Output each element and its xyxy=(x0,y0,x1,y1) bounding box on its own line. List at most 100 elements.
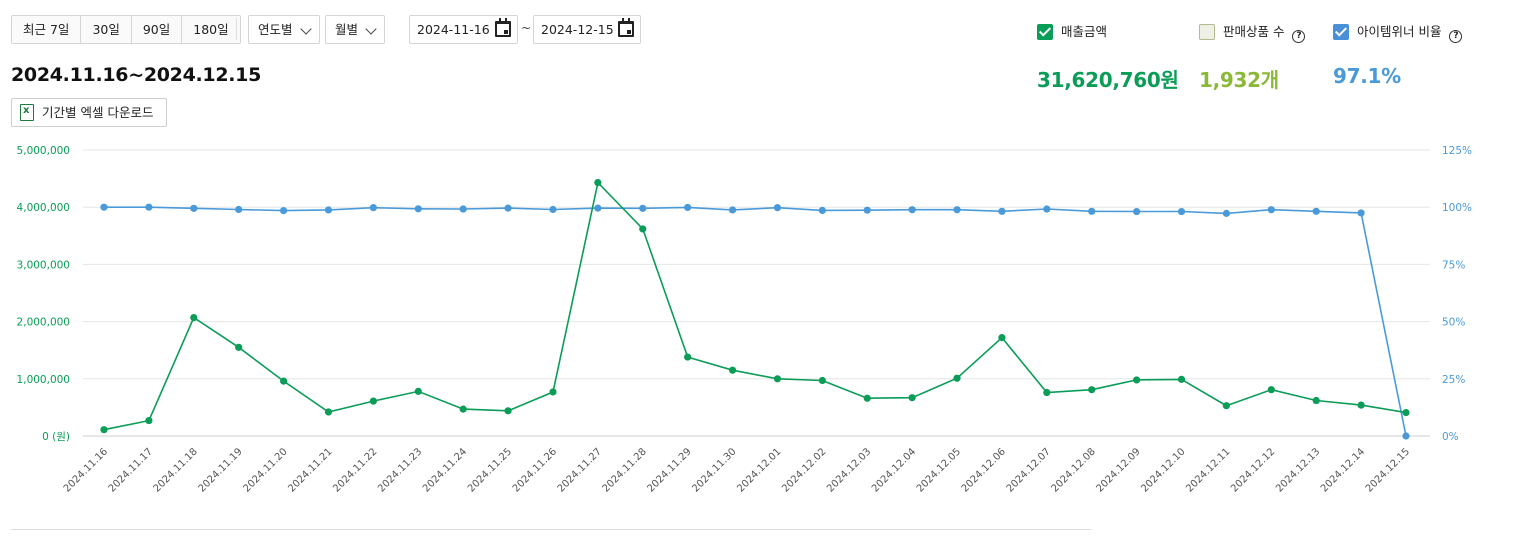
data-point-ratio xyxy=(1357,209,1365,217)
data-point-ratio xyxy=(1267,206,1275,214)
period-button-group: 최근 7일 30일 90일 180일 xyxy=(11,15,241,44)
start-date-input[interactable]: 2024-11-16 xyxy=(409,15,518,44)
x-tick-label: 2024.11.29 xyxy=(646,446,694,494)
y-left-tick-label: 4,000,000 xyxy=(17,202,70,214)
data-point-sales xyxy=(279,377,288,385)
data-point-ratio xyxy=(728,206,737,214)
checkbox-unchecked-icon[interactable] xyxy=(1199,24,1215,40)
month-select[interactable]: 월별 xyxy=(325,15,385,44)
data-point-sales xyxy=(594,179,602,187)
excel-download-button[interactable]: 기간별 엑셀 다운로드 xyxy=(11,98,167,127)
x-tick-label: 2024.11.19 xyxy=(197,446,245,494)
data-point-sales xyxy=(1402,408,1410,417)
checkbox-checked-icon[interactable] xyxy=(1037,24,1053,40)
data-point-sales xyxy=(818,376,826,385)
x-tick-label: 2024.11.21 xyxy=(286,446,334,494)
year-select[interactable]: 연도별 xyxy=(248,15,320,44)
date-separator: ~ xyxy=(521,21,532,35)
x-tick-label: 2024.12.04 xyxy=(870,446,918,494)
calendar-icon[interactable] xyxy=(618,18,634,37)
data-point-sales xyxy=(414,387,422,395)
data-point-ratio xyxy=(1043,205,1051,213)
data-point-ratio xyxy=(953,206,961,214)
x-tick-label: 2024.12.11 xyxy=(1184,446,1232,494)
data-point-sales xyxy=(1267,386,1275,394)
x-tick-label: 2024.12.14 xyxy=(1319,446,1367,494)
chevron-down-icon xyxy=(300,23,312,35)
start-date-value: 2024-11-16 xyxy=(417,22,490,37)
period-180days-button[interactable]: 180일 xyxy=(182,16,240,43)
x-tick-label: 2024.11.22 xyxy=(331,446,379,494)
period-90days-button[interactable]: 90일 xyxy=(131,16,183,43)
toolbar-divider xyxy=(236,18,237,40)
data-point-sales xyxy=(1222,402,1231,410)
data-point-ratio xyxy=(908,206,916,214)
data-point-sales xyxy=(1133,376,1141,384)
data-point-ratio xyxy=(863,206,871,214)
calendar-icon[interactable] xyxy=(495,18,511,37)
data-point-ratio xyxy=(414,205,422,213)
data-point-sales xyxy=(324,408,333,416)
x-tick-label: 2024.12.09 xyxy=(1094,446,1142,494)
data-point-sales xyxy=(863,394,871,402)
help-icon[interactable]: ? xyxy=(1292,30,1306,43)
data-point-ratio xyxy=(235,205,243,214)
y-right-tick-label: 25% xyxy=(1442,374,1465,386)
data-point-sales xyxy=(100,426,108,434)
legend-label-sales: 매출금액 xyxy=(1061,24,1108,39)
data-point-sales xyxy=(369,397,377,405)
period-7days-button[interactable]: 최근 7일 xyxy=(12,16,82,43)
legend-label-qty: 판매상품 수 xyxy=(1223,24,1285,39)
sales-line-chart: 0 (원) 0% 1,000,000 25% 2,000,000 50% 3,000,000… xyxy=(17,145,1472,495)
x-tick-label: 2024.11.30 xyxy=(690,446,738,494)
x-tick-label: 2024.11.28 xyxy=(601,446,649,494)
x-tick-label: 2024.12.05 xyxy=(915,446,963,494)
data-point-sales xyxy=(1088,386,1096,394)
data-point-sales xyxy=(728,366,737,374)
x-tick-label: 2024.11.26 xyxy=(511,446,559,494)
y-left-tick-label: 5,000,000 xyxy=(17,145,70,157)
y-right-tick-label: 100% xyxy=(1442,202,1472,214)
data-point-ratio xyxy=(1402,432,1410,440)
data-point-sales xyxy=(1357,401,1365,409)
data-point-ratio xyxy=(279,207,288,215)
checkbox-checked-icon[interactable] xyxy=(1333,24,1349,40)
y-left-tick-label: 1,000,000 xyxy=(17,374,70,386)
data-point-sales xyxy=(908,394,916,402)
y-left-tick-label: 0 (원) xyxy=(42,431,70,443)
year-select-label: 연도별 xyxy=(258,22,293,37)
data-point-sales xyxy=(1177,375,1186,383)
legend-toggle-sales[interactable]: 매출금액 xyxy=(1037,23,1107,41)
legend-toggle-qty[interactable]: 판매상품 수 ? xyxy=(1199,23,1306,43)
data-point-ratio xyxy=(998,207,1006,215)
y-left-tick-label: 2,000,000 xyxy=(17,317,70,329)
data-point-ratio xyxy=(594,204,602,212)
period-30days-button[interactable]: 30일 xyxy=(81,16,132,43)
x-tick-label: 2024.11.25 xyxy=(466,446,514,494)
legend-label-ratio: 아이템위너 비율 xyxy=(1357,24,1442,39)
excel-download-label: 기간별 엑셀 다운로드 xyxy=(42,105,154,120)
legend-toggle-ratio[interactable]: 아이템위너 비율 ? xyxy=(1333,23,1463,43)
data-point-ratio xyxy=(504,204,512,212)
data-point-sales xyxy=(684,353,692,361)
chevron-down-icon xyxy=(365,23,377,35)
data-point-ratio xyxy=(818,206,826,215)
excel-file-icon xyxy=(20,104,34,121)
data-point-ratio xyxy=(1312,207,1320,215)
help-icon[interactable]: ? xyxy=(1449,30,1463,43)
y-right-tick-label: 50% xyxy=(1442,317,1465,329)
bottom-divider xyxy=(11,529,1091,530)
x-tick-label: 2024.12.01 xyxy=(735,446,783,494)
data-point-sales xyxy=(459,405,467,413)
data-point-sales xyxy=(1043,388,1051,397)
x-tick-label: 2024.12.08 xyxy=(1050,446,1098,494)
data-point-ratio xyxy=(324,206,333,214)
data-point-sales xyxy=(998,334,1006,342)
x-tick-label: 2024.11.27 xyxy=(556,446,604,494)
data-point-ratio xyxy=(639,204,647,212)
data-point-sales xyxy=(145,416,153,425)
data-point-ratio xyxy=(369,204,377,212)
end-date-value: 2024-12-15 xyxy=(541,22,614,37)
end-date-input[interactable]: 2024-12-15 xyxy=(533,15,641,44)
range-title: 2024.11.16~2024.12.15 xyxy=(11,64,262,86)
